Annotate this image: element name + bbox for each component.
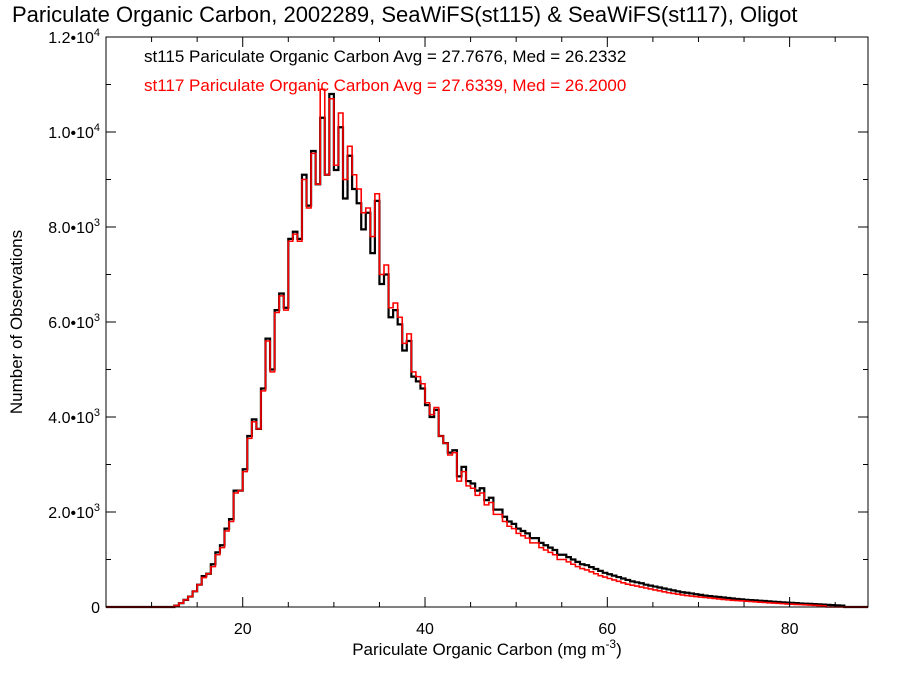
- chart-title: Pariculate Organic Carbon, 2002289, SeaW…: [12, 2, 797, 27]
- y-tick-label: 6.0•103: [48, 312, 100, 332]
- series-line-st117: [106, 88, 868, 608]
- x-axis-label-sup: -3: [605, 637, 616, 651]
- y-tick-label: 1.0•104: [48, 122, 100, 142]
- x-tick-label: 60: [598, 621, 616, 638]
- y-tick-label: 1.2•104: [48, 27, 100, 47]
- legend-st115: st115 Pariculate Organic Carbon Avg = 27…: [144, 47, 626, 66]
- y-tick-label: 8.0•103: [48, 217, 100, 237]
- x-axis-label: Pariculate Organic Carbon (mg m-3): [352, 637, 622, 659]
- y-tick-label: 0: [91, 600, 100, 617]
- x-axis-label-end: ): [616, 640, 622, 659]
- series-layer: [106, 88, 868, 609]
- x-tick-label: 80: [781, 621, 799, 638]
- ticks-layer: 20 40 60 80 0 2.0•103 4.0•103 6.0•103 8.0•103 1.0…: [48, 27, 868, 638]
- y-tick-label: 4.0•103: [48, 407, 100, 427]
- legend-st117: st117 Pariculate Organic Carbon Avg = 27…: [144, 76, 626, 95]
- x-tick-label: 40: [416, 621, 434, 638]
- y-axis-label: Number of Observations: [7, 230, 26, 414]
- x-tick-label: 20: [234, 621, 252, 638]
- x-axis-label-main: Pariculate Organic Carbon (mg m: [352, 640, 605, 659]
- plot-area: [106, 88, 868, 609]
- y-tick-label: 2.0•103: [48, 502, 100, 522]
